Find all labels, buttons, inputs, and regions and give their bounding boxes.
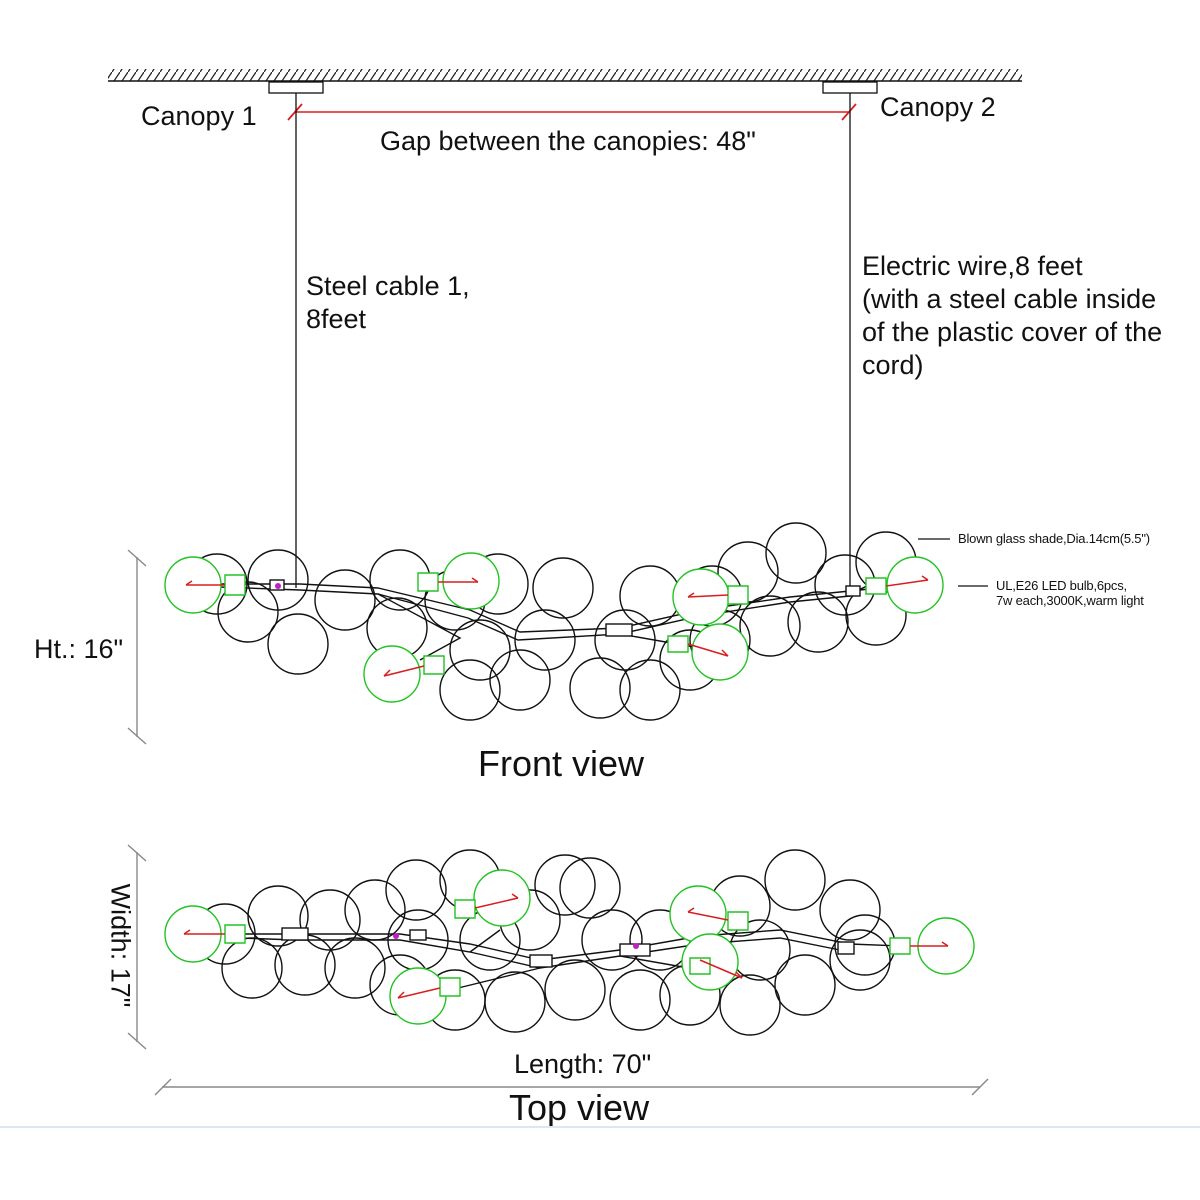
canopy-1-label: Canopy 1 — [141, 101, 257, 131]
bulb-label-line1: UL,E26 LED bulb,6pcs, — [996, 578, 1127, 593]
bottom-divider — [0, 1126, 1200, 1128]
canopy-2-label: Canopy 2 — [880, 92, 996, 122]
gap-dimension-line — [287, 103, 857, 121]
bulb-label-line2: 7w each,3000K,warm light — [996, 593, 1144, 608]
ceiling — [108, 69, 1022, 82]
steel-cable-label-line2: 8feet — [306, 304, 367, 334]
width-label: Width: 17" — [105, 883, 136, 1008]
length-label: Length: 70" — [514, 1049, 652, 1079]
top-view-title: Top view — [509, 1087, 650, 1128]
glass-shade-label: Blown glass shade,Dia.14cm(5.5") — [958, 531, 1150, 546]
steel-cable-label-line1: Steel cable 1, — [306, 271, 470, 301]
top-view-frame — [239, 915, 901, 991]
electric-wire-label: Electric wire,8 feet (with a steel cable… — [862, 250, 1162, 382]
front-view-bulbs — [164, 552, 944, 703]
electric-wire-label-line3: of the plastic cover of the — [862, 317, 1163, 347]
canopy-2-shape — [822, 81, 878, 94]
electric-wire-label-line1: Electric wire,8 feet — [862, 251, 1083, 281]
canopy-1-shape — [268, 81, 324, 94]
gap-label: Gap between the canopies: 48" — [380, 126, 756, 156]
height-dimension-line — [127, 549, 147, 745]
bulb-label: UL,E26 LED bulb,6pcs, 7w each,3000K,warm… — [996, 578, 1144, 608]
electric-wire-label-line2: (with a steel cable inside — [862, 284, 1157, 314]
steel-cable-label: Steel cable 1, 8feet — [306, 270, 470, 336]
top-view-bulbs — [164, 869, 975, 1025]
front-view-title: Front view — [478, 743, 645, 784]
length-dimension-line — [154, 1078, 989, 1096]
electric-wire-label-line4: cord) — [862, 350, 924, 380]
height-label: Ht.: 16" — [34, 634, 124, 664]
top-view-glass-shades — [194, 849, 896, 1036]
width-dimension-line — [127, 844, 147, 1050]
